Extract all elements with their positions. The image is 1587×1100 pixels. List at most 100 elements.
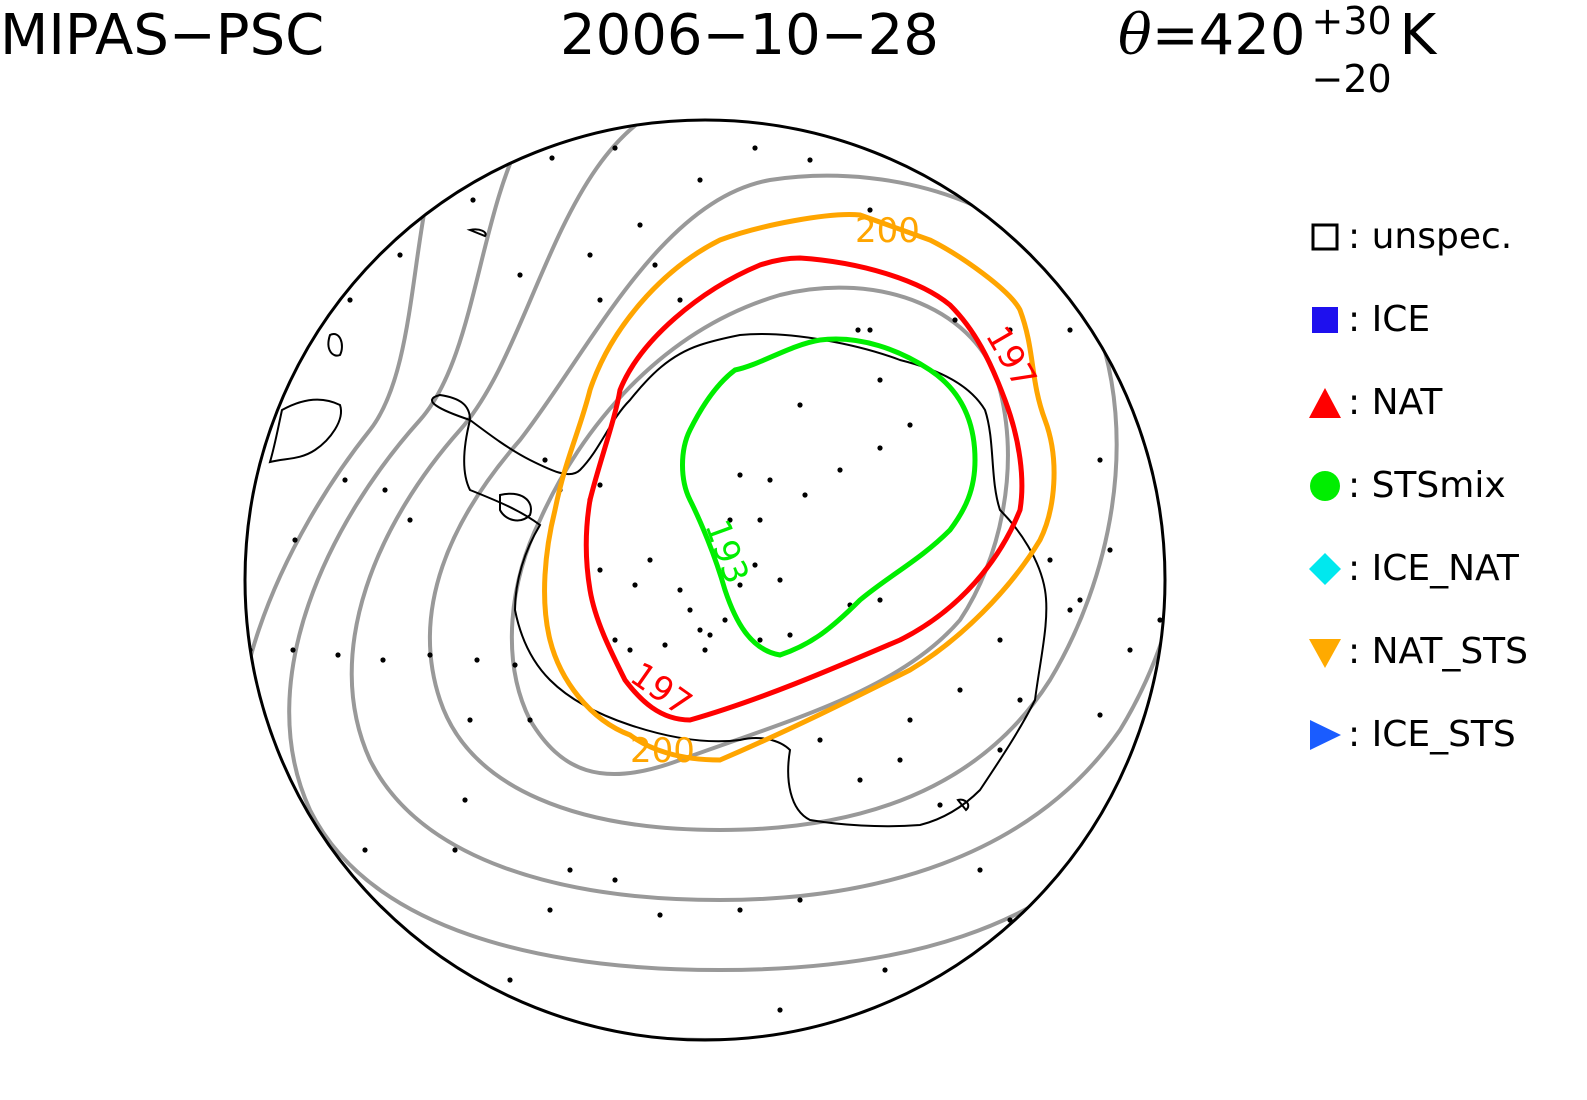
observation-dot: [1202, 542, 1207, 547]
observation-dot: [597, 297, 603, 303]
observation-dot: [1157, 617, 1163, 623]
observation-dot: [1097, 712, 1103, 718]
observation-dot: [335, 652, 341, 658]
observation-dot: [612, 637, 618, 643]
island-3: [466, 228, 487, 238]
coastline: [268, 228, 1048, 828]
observation-dot: [737, 582, 743, 588]
observation-dot: [837, 467, 843, 473]
gray-contour-5: [245, 120, 1165, 1040]
theta-sup: +30: [1311, 0, 1392, 43]
theta-value: =420: [1151, 3, 1306, 68]
observation-dot: [867, 207, 873, 213]
triangle-right-icon: [1310, 719, 1341, 750]
observation-dot: [632, 582, 638, 588]
observation-dot: [290, 647, 296, 653]
map-content: 200 200 197 197 193: [245, 120, 1207, 1052]
observation-dot: [547, 907, 553, 913]
legend-item-0: : unspec.: [1308, 195, 1578, 278]
observation-dot: [882, 967, 888, 973]
observation-dot: [527, 717, 533, 723]
observation-dot: [877, 377, 883, 383]
observation-dot: [1047, 557, 1053, 563]
observation-dot: [977, 867, 983, 873]
observation-dot: [952, 317, 958, 323]
gray-contours: [245, 120, 1165, 1040]
observation-dot: [507, 977, 513, 983]
observation-dot: [907, 422, 913, 428]
observation-dot: [677, 587, 683, 593]
observation-dot: [467, 717, 473, 723]
observation-dot: [1107, 547, 1113, 553]
observation-dot: [612, 145, 618, 151]
observation-dot: [587, 252, 593, 258]
observation-dot: [662, 642, 668, 648]
contour-label-200-top: 200: [855, 211, 920, 251]
observation-dot: [1067, 327, 1073, 333]
observation-dot: [707, 632, 713, 638]
observation-dot: [737, 907, 743, 913]
title-instrument: MIPAS−PSC: [0, 3, 325, 68]
observation-dot: [752, 562, 758, 568]
observation-dot: [737, 472, 743, 478]
observation-dot: [857, 777, 863, 783]
observation-dot: [1107, 257, 1113, 263]
map-border: [243, 118, 1167, 1042]
observation-dot: [597, 567, 603, 573]
gray-contour-4: [287, 120, 1165, 973]
observation-dot: [517, 272, 523, 278]
observation-dot: [542, 457, 548, 463]
observation-dot: [1007, 327, 1013, 333]
observation-dot: [597, 482, 603, 488]
contour-200: [542, 212, 1057, 763]
observation-dot: [867, 327, 873, 333]
observation-dot: [1077, 597, 1083, 603]
island-1: [499, 492, 532, 522]
observation-dot: [947, 182, 953, 188]
observation-dot: [727, 517, 733, 523]
observation-dot: [427, 652, 433, 658]
observation-dot: [897, 757, 903, 763]
title-theta: θ=420 +30 −20 K: [1118, 2, 1436, 98]
island-4: [956, 798, 970, 812]
observation-dot: [382, 487, 388, 493]
observation-dot: [1137, 742, 1143, 748]
filled-square-icon: [1312, 306, 1338, 333]
observation-dot: [1067, 867, 1073, 873]
observation-dot: [957, 687, 963, 693]
observation-dot: [637, 222, 643, 228]
observation-dot: [617, 1047, 622, 1052]
observation-dot: [787, 632, 793, 638]
legend-item-5: : NAT_STS: [1308, 610, 1578, 693]
theta-symbol: θ: [1118, 3, 1152, 68]
observation-dot: [837, 1047, 842, 1052]
diamond-icon: [1309, 552, 1341, 585]
contour-label-193: 193: [697, 514, 757, 589]
observation-dot: [855, 327, 861, 333]
observation-dot: [549, 155, 555, 161]
island-2: [327, 333, 343, 357]
contour-label-200-bottom: 200: [630, 731, 695, 771]
observation-dot: [397, 252, 403, 258]
legend: : unspec.: ICE: NAT: STSmix: ICE_NAT: NA…: [1308, 195, 1578, 776]
legend-label: : ICE_NAT: [1348, 548, 1519, 589]
observation-dot: [652, 262, 658, 268]
observation-dot: [697, 177, 703, 183]
observation-dot: [380, 657, 386, 663]
observation-dot: [292, 537, 298, 543]
circle-icon: [1310, 470, 1340, 501]
observation-dot: [752, 145, 758, 151]
observation-dot: [1147, 787, 1153, 793]
peninsula: [431, 393, 472, 422]
observation-dot: [1067, 607, 1073, 613]
observation-dot: [677, 297, 683, 303]
observation-dot: [757, 517, 763, 523]
observation-dot: [1147, 297, 1153, 303]
legend-item-3: : STSmix: [1308, 444, 1578, 527]
observation-dot: [1127, 647, 1133, 653]
observation-dot: [777, 577, 783, 583]
observation-dot: [997, 747, 1003, 753]
observation-dot: [937, 802, 943, 808]
south-america-tip: [268, 398, 342, 464]
observation-dot: [470, 197, 476, 203]
